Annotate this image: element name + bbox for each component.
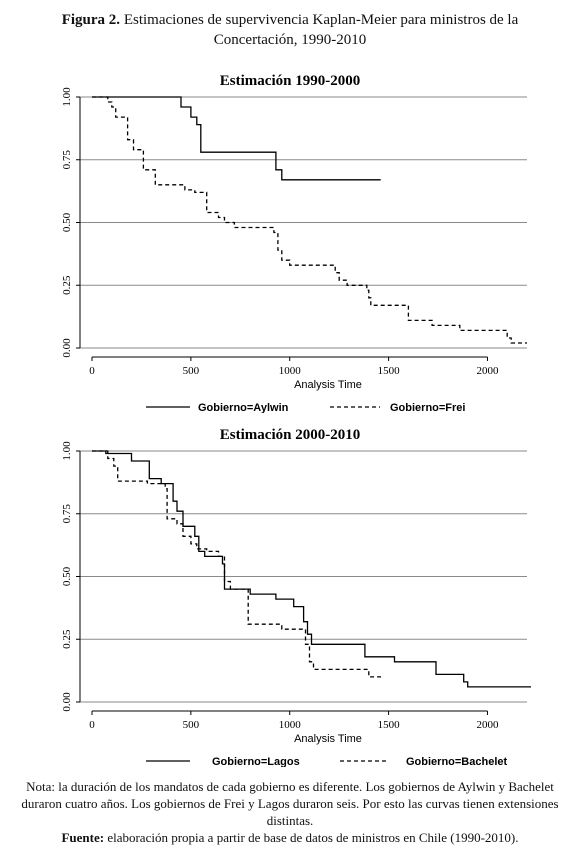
x-tick-label: 1500 bbox=[378, 365, 401, 377]
source-text: elaboración propia a partir de base de d… bbox=[107, 830, 519, 845]
figure-caption: Figura 2. Estimaciones de supervivencia … bbox=[20, 10, 560, 50]
x-axis-label: Analysis Time bbox=[294, 379, 362, 391]
y-tick-label: 0.00 bbox=[61, 692, 73, 712]
y-tick-label: 0.50 bbox=[61, 212, 73, 232]
y-tick-label: 0.25 bbox=[61, 629, 73, 649]
chart-title: Estimación 1990-2000 bbox=[220, 73, 360, 89]
series-line-gobierno-bachelet bbox=[92, 450, 383, 678]
x-tick-label: 0 bbox=[89, 365, 95, 377]
legend-label: Gobierno=Bachelet bbox=[406, 756, 508, 767]
x-tick-label: 1000 bbox=[279, 365, 302, 377]
source-label: Fuente: bbox=[61, 830, 105, 845]
y-tick-label: 1.00 bbox=[61, 441, 73, 461]
x-tick-label: 500 bbox=[183, 365, 200, 377]
x-axis-label: Analysis Time bbox=[294, 733, 362, 745]
x-tick-label: 1500 bbox=[378, 719, 401, 731]
figure-notes: Nota: la duración de los mandatos de cad… bbox=[8, 778, 572, 846]
figure-label: Figura 2. bbox=[61, 12, 121, 28]
source-line: Fuente: elaboración propia a partir de b… bbox=[8, 829, 572, 846]
legend-label: Gobierno=Lagos bbox=[212, 756, 300, 767]
legend-label: Gobierno=Frei bbox=[390, 402, 466, 413]
x-tick-label: 0 bbox=[89, 719, 95, 731]
series-line-gobierno-aylwin bbox=[92, 96, 381, 181]
figure-caption-text: Estimaciones de supervivencia Kaplan-Mei… bbox=[123, 12, 519, 48]
y-tick-label: 0.75 bbox=[61, 150, 73, 170]
x-tick-label: 1000 bbox=[279, 719, 302, 731]
y-tick-label: 1.00 bbox=[61, 87, 73, 107]
km-chart-1990-2000: Estimación 1990-2000 0.00 0.25 0.50 0.75 1.00… bbox=[61, 73, 527, 413]
y-tick-label: 0.75 bbox=[61, 504, 73, 524]
chart-title: Estimación 2000-2010 bbox=[220, 427, 360, 443]
x-tick-label: 2000 bbox=[476, 719, 499, 731]
series-line-gobierno-lagos bbox=[92, 450, 531, 688]
legend-label: Gobierno=Aylwin bbox=[198, 402, 289, 413]
y-tick-label: 0.00 bbox=[61, 338, 73, 358]
note-text: Nota: la duración de los mandatos de cad… bbox=[21, 779, 559, 828]
series-line-gobierno-frei bbox=[92, 96, 527, 344]
x-tick-label: 2000 bbox=[476, 365, 499, 377]
y-tick-label: 0.50 bbox=[61, 566, 73, 586]
km-chart-2000-2010: Estimación 2000-2010 0.00 0.25 0.50 0.75 1.00… bbox=[61, 427, 531, 767]
x-tick-label: 500 bbox=[183, 719, 200, 731]
y-tick-label: 0.25 bbox=[61, 275, 73, 295]
